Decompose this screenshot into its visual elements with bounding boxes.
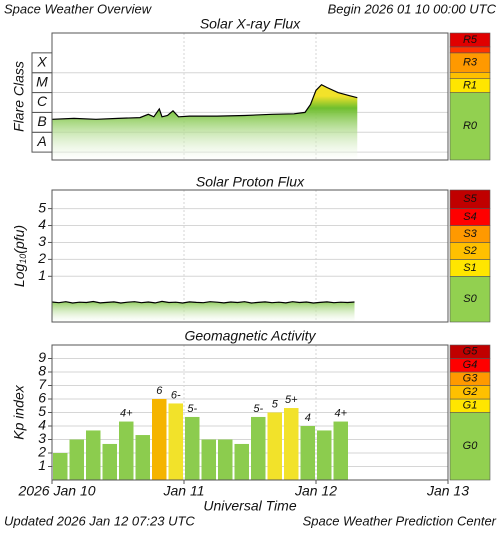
y-tick-label: 7 [38, 376, 47, 392]
kp-bar [119, 421, 134, 480]
scale-label: S2 [463, 245, 476, 257]
scale-label: R0 [463, 120, 478, 132]
x-tick-label: Jan 12 [294, 483, 337, 499]
y-axis-label: Log10(pfu) [11, 225, 29, 287]
y-axis-label-base: Log [11, 264, 27, 288]
flux-line [51, 300, 355, 304]
plot-background [52, 190, 448, 322]
kp-label: 4+ [334, 407, 347, 419]
scale-label: S5 [463, 193, 477, 205]
x-axis-label: Universal Time [203, 498, 296, 514]
page-title: Space Weather Overview [4, 1, 153, 16]
y-tick-label: A [36, 133, 46, 149]
scale-label: R1 [463, 80, 477, 92]
y-tick-label: 2 [37, 250, 46, 266]
panel-title: Solar Proton Flux [196, 174, 305, 190]
y-axis-label: Flare Class [11, 61, 27, 132]
scale-band [449, 92, 491, 161]
y-tick-label: 5 [38, 199, 46, 215]
scale-band [449, 276, 491, 323]
plot-frame [51, 344, 449, 481]
y-tick-label: 9 [38, 349, 46, 365]
kp-label: 4+ [120, 407, 133, 419]
y-tick-label: 4 [38, 216, 46, 232]
begin-time: Begin 2026 01 10 00:00 UTC [328, 1, 497, 16]
scale-band [449, 32, 491, 48]
y-tick-label: B [37, 113, 46, 129]
kp-bar [333, 421, 348, 480]
scale-band [449, 72, 491, 79]
kp-bar [300, 426, 315, 480]
scale-band [449, 344, 491, 359]
kp-bar [267, 412, 282, 480]
y-tick-label: 4 [38, 417, 46, 433]
kp-bar [317, 430, 332, 480]
plot-frame [51, 32, 449, 161]
plot-frame [51, 189, 449, 323]
kp-bar [201, 439, 216, 480]
scale-band [449, 412, 491, 481]
scale-label: S0 [463, 293, 477, 305]
kp-label: 5- [253, 403, 263, 415]
kp-bar [102, 443, 117, 480]
scale-label: G2 [463, 386, 478, 398]
kp-label: 4 [305, 412, 311, 424]
panel-title: Solar X-ray Flux [200, 16, 301, 32]
panel-title: Geomagnetic Activity [185, 328, 317, 344]
y-axis-label-sub: 10 [18, 254, 28, 264]
kp-bar [168, 403, 183, 480]
kp-bar [284, 408, 299, 480]
scale-label: G5 [463, 346, 479, 358]
kp-label: 5- [187, 403, 197, 415]
kp-bar [86, 430, 101, 480]
y-tick-label: 6 [38, 390, 46, 406]
x-tick-label: Jan 11 [163, 483, 205, 499]
scale-label: S3 [463, 228, 477, 240]
scale-label: G4 [463, 359, 478, 371]
y-tick-label: X [36, 53, 47, 69]
kp-bar [135, 435, 150, 480]
scale-label: G0 [463, 440, 479, 452]
y-tick-label: 3 [38, 430, 46, 446]
kp-label: 6 [156, 385, 163, 397]
kp-label: 5 [272, 398, 279, 410]
x-tick-label: Jan 13 [426, 483, 469, 499]
y-axis-label-rest: (pfu) [11, 225, 27, 254]
y-tick-label: 5 [38, 403, 46, 419]
scale-label: S4 [463, 211, 476, 223]
scale-band [449, 46, 491, 54]
kp-bar [251, 416, 266, 480]
kp-bar [53, 453, 68, 480]
scale-label: S1 [463, 262, 476, 274]
source: Space Weather Prediction Center [303, 513, 497, 528]
scale-label: G3 [463, 373, 479, 385]
y-tick-label: M [36, 73, 48, 89]
kp-bar [152, 399, 167, 480]
y-tick-label: 3 [38, 233, 46, 249]
scale-label: R3 [463, 57, 478, 69]
y-axis-label: Kp index [11, 384, 27, 439]
y-tick-label: 1 [38, 457, 46, 473]
y-tick-label: C [37, 93, 48, 109]
y-tick-label: 2 [37, 444, 46, 460]
y-tick-label: 1 [38, 267, 46, 283]
flux-fill [52, 301, 355, 322]
kp-label: 6- [171, 389, 181, 401]
kp-bar [185, 416, 200, 480]
kp-bar [69, 439, 84, 480]
kp-bar [234, 443, 249, 480]
y-tick-label: 8 [38, 363, 46, 379]
flux-fill [52, 84, 358, 160]
scale-band [449, 189, 491, 209]
scale-label: G1 [463, 400, 478, 412]
scale-label: R5 [463, 34, 478, 46]
flux-line [51, 83, 358, 120]
x-tick-label: 2026 Jan 10 [17, 483, 95, 499]
kp-bar [218, 439, 233, 480]
kp-label: 5+ [285, 394, 298, 406]
updated-time: Updated 2026 Jan 12 07:23 UTC [4, 513, 195, 528]
